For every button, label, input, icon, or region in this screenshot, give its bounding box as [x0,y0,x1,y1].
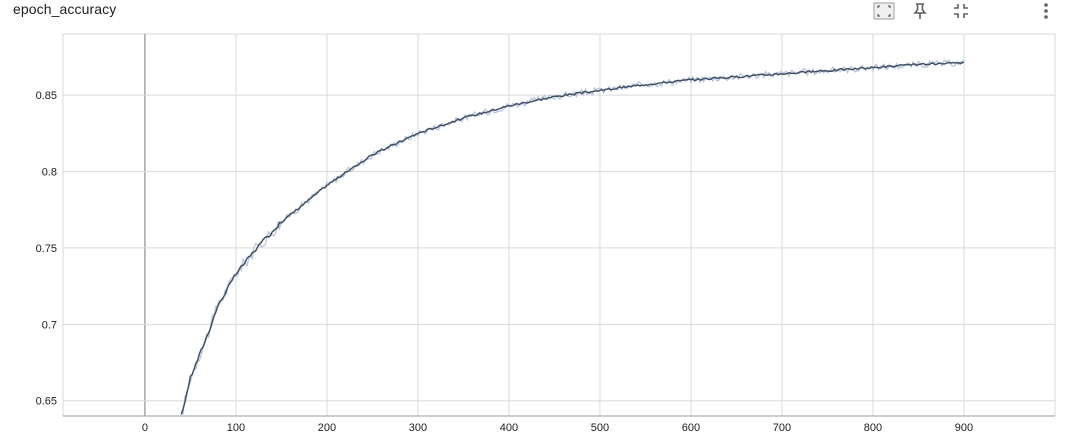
y-tick-label: 0.65 [36,396,57,408]
x-tick-label: 0 [142,422,148,434]
y-tick-label: 0.85 [36,90,57,102]
more-vert-icon [1044,3,1048,19]
series-layer [180,59,965,416]
x-tick-label: 600 [682,422,700,434]
smoothed-series-line [180,61,965,415]
fit-domain-icon [873,2,895,20]
x-tick-label: 200 [318,422,336,434]
x-tick-label: 300 [409,422,427,434]
y-tick-label: 0.75 [36,243,57,255]
more-options-button[interactable] [1033,0,1059,22]
plot-frame [62,33,1056,417]
x-tick-label: 700 [773,422,791,434]
x-tick-label: 100 [227,422,245,434]
pin-button[interactable] [907,0,933,22]
collapse-icon [954,4,968,18]
card-toolbar [871,0,1071,22]
x-tick-label: 800 [864,422,882,434]
tick-labels: 0 100 200 300 400 500 600 700 800 900 0.65 0.7 0.75 0… [36,90,974,434]
pin-icon [913,3,927,19]
y-tick-label: 0.8 [42,167,57,179]
fit-domain-button[interactable] [871,0,897,22]
grid [62,33,1056,417]
x-tick-label: 400 [500,422,518,434]
raw-series-line [180,59,965,416]
x-tick-label: 900 [955,422,973,434]
y-tick-label: 0.7 [42,319,57,331]
chart-title: epoch_accuracy [13,1,117,17]
collapse-button[interactable] [948,0,974,22]
x-tick-label: 500 [591,422,609,434]
